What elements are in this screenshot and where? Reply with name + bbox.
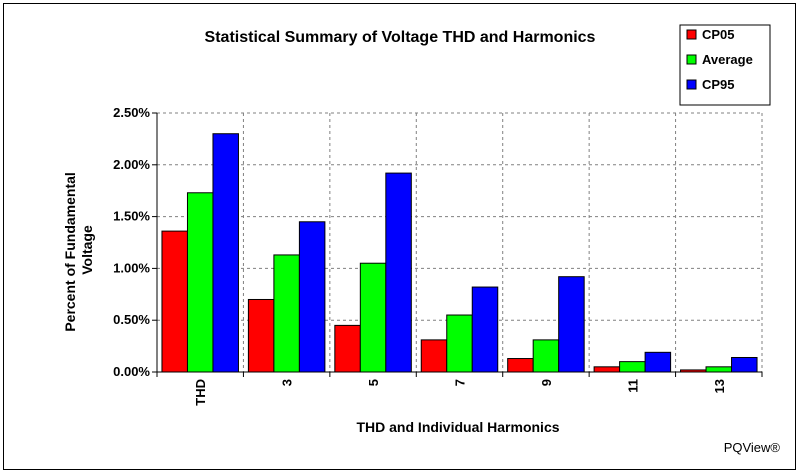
bar-cp95-13 bbox=[731, 356, 758, 373]
y-tick-label: 2.50% bbox=[113, 105, 150, 120]
x-tick-label: 3 bbox=[280, 379, 295, 386]
bar-cp95-9 bbox=[558, 276, 585, 373]
plot-area: 0.00% 0.50% 1.00% 1.50% 2.00% 2.50% THD 3 5 7 9 11 1… bbox=[113, 105, 763, 406]
bar-average-9 bbox=[532, 339, 560, 373]
bar-average-thd bbox=[186, 192, 214, 373]
bar-cp95-5 bbox=[385, 172, 412, 373]
bar-average-5 bbox=[359, 262, 387, 373]
legend-swatch-average bbox=[686, 54, 697, 65]
legend: CP05 Average CP95 bbox=[679, 24, 771, 106]
x-tick-label: 9 bbox=[539, 379, 554, 386]
y-axis-title-line-2: Voltage bbox=[79, 225, 95, 275]
bar-cp95-3 bbox=[298, 221, 326, 373]
legend-swatch-cp05 bbox=[686, 29, 697, 40]
x-tick-label: 5 bbox=[366, 379, 381, 386]
credit-label: PQView® bbox=[724, 440, 781, 455]
bar-cp05-thd bbox=[161, 230, 188, 373]
bar-cp05-11 bbox=[593, 366, 621, 373]
bar-average-11 bbox=[619, 361, 646, 373]
x-axis-title: THD and Individual Harmonics bbox=[356, 419, 559, 435]
chart-title: Statistical Summary of Voltage THD and H… bbox=[205, 29, 596, 46]
bar-cp05-5 bbox=[334, 324, 361, 373]
y-tick-label: 0.00% bbox=[113, 364, 150, 379]
legend-swatch-cp95 bbox=[686, 79, 697, 90]
y-axis-title: Percent of Fundamental Voltage bbox=[62, 168, 95, 331]
y-tick-label: 2.00% bbox=[113, 157, 150, 172]
x-tick-label: 13 bbox=[712, 379, 727, 393]
y-tick-label: 0.50% bbox=[113, 312, 150, 327]
legend-label-cp05: CP05 bbox=[702, 27, 735, 42]
bar-cp95-thd bbox=[212, 133, 239, 373]
x-tick-label: THD bbox=[193, 379, 208, 406]
x-tick-label: 11 bbox=[625, 379, 640, 393]
bar-cp05-7 bbox=[420, 339, 448, 373]
bar-cp95-7 bbox=[471, 286, 499, 373]
bar-cp05-3 bbox=[247, 298, 275, 373]
bar-cp95-11 bbox=[644, 351, 672, 373]
y-tick-label: 1.00% bbox=[113, 260, 150, 275]
x-tick-label: 7 bbox=[453, 379, 468, 386]
y-tick-label: 1.50% bbox=[113, 209, 150, 224]
legend-label-cp95: CP95 bbox=[702, 77, 735, 92]
bar-average-13 bbox=[705, 366, 733, 373]
bar-cp05-9 bbox=[507, 358, 534, 373]
bar-average-3 bbox=[273, 254, 300, 373]
legend-label-average: Average bbox=[702, 52, 753, 67]
y-axis-title-line-1: Percent of Fundamental bbox=[62, 172, 78, 331]
bar-average-7 bbox=[446, 314, 473, 373]
